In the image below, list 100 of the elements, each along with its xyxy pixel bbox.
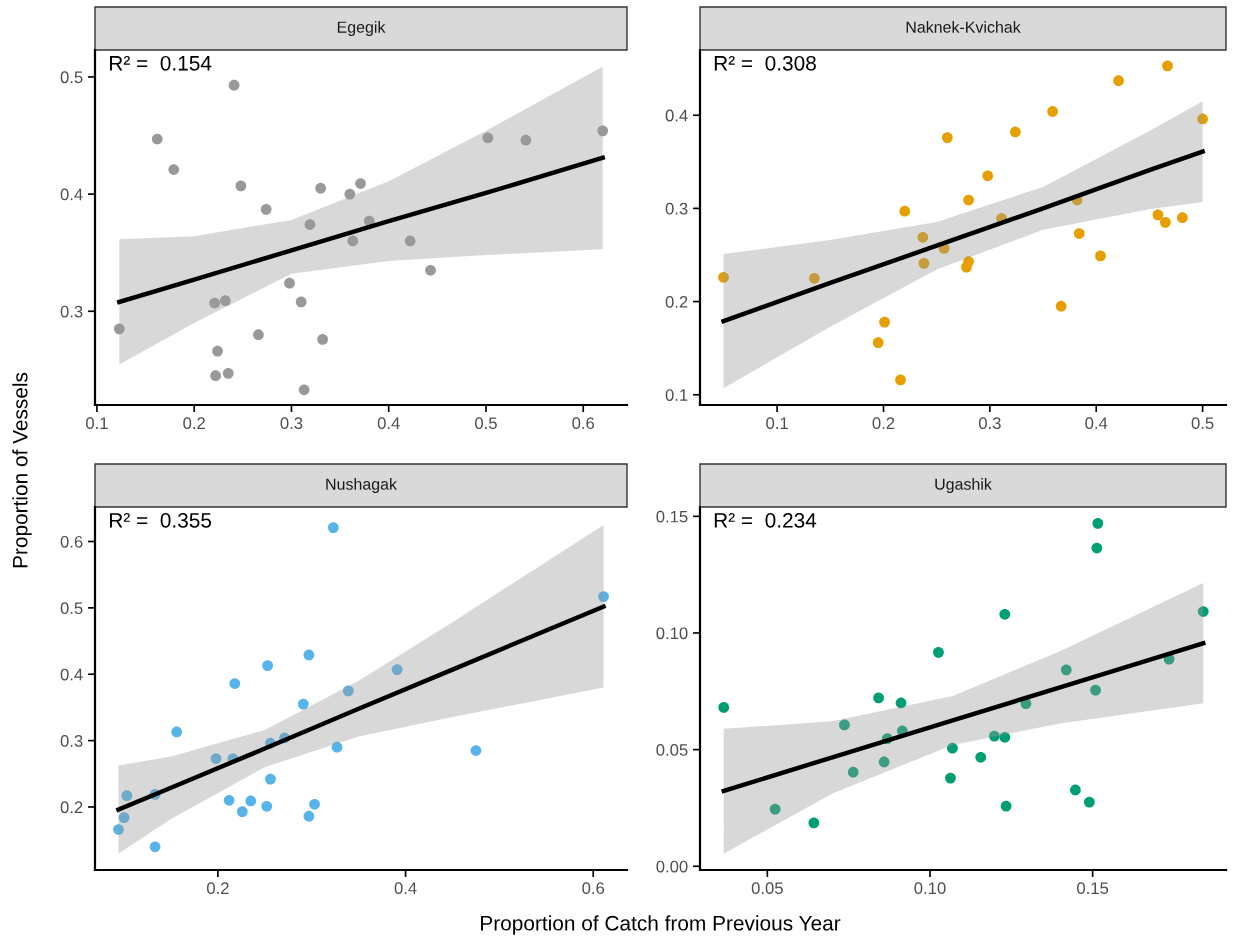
point	[261, 800, 273, 812]
point	[1047, 106, 1058, 117]
y-axis-title: Proportion of Vessels	[12, 372, 32, 568]
point	[1060, 664, 1072, 676]
y-tick-label: 0.3	[60, 735, 83, 747]
point	[1162, 60, 1173, 72]
point	[947, 742, 958, 754]
point	[839, 719, 850, 731]
line-series	[116, 604, 606, 812]
point	[895, 697, 907, 709]
point	[344, 188, 356, 200]
x-tick-label: 0.4	[377, 417, 400, 430]
point	[331, 741, 343, 753]
point	[1055, 300, 1067, 312]
point	[171, 726, 183, 738]
y-tick-label: 0.05	[656, 744, 688, 756]
point	[1010, 126, 1021, 138]
point	[149, 841, 161, 853]
point	[222, 367, 234, 379]
x-tick-label: 0.2	[872, 417, 895, 430]
x-tick-label: 0.10	[914, 882, 946, 895]
point	[982, 170, 994, 182]
point	[253, 329, 264, 341]
point	[297, 698, 309, 710]
x-tick-label: 0.1	[86, 417, 108, 430]
y-tick-label: 0.5	[60, 71, 83, 84]
x-tick-label: 0.05	[751, 882, 783, 895]
y-tick-label: 0.1	[665, 389, 688, 401]
point	[873, 692, 884, 704]
point	[219, 295, 231, 307]
x-tick-label: 0.5	[475, 417, 497, 430]
y-tick-label: 0.3	[665, 202, 688, 215]
point	[260, 203, 272, 215]
point	[303, 649, 315, 661]
point	[327, 522, 339, 533]
annotation: R² = 0.308	[714, 55, 816, 71]
x-tick-label: 0.2	[206, 882, 229, 895]
point	[1197, 113, 1208, 125]
x-tick-label: 0.3	[280, 417, 303, 430]
point	[1152, 209, 1164, 221]
point	[113, 323, 125, 335]
point	[718, 702, 730, 713]
point	[404, 235, 416, 247]
x-tick-label: 0.6	[582, 882, 605, 895]
y-tick-label: 0.2	[60, 801, 83, 814]
point	[236, 806, 248, 817]
point	[1073, 228, 1085, 239]
annotation: R² = 0.234	[714, 513, 817, 528]
point	[425, 264, 436, 276]
point	[228, 79, 240, 91]
point	[1000, 800, 1012, 812]
point	[598, 591, 609, 602]
point	[317, 334, 328, 345]
point	[209, 297, 221, 309]
point	[245, 795, 257, 807]
point	[1070, 784, 1081, 796]
chart-title: Ugashik	[935, 478, 992, 493]
point	[113, 824, 124, 835]
point	[718, 271, 729, 283]
point	[347, 235, 359, 247]
point	[895, 374, 906, 386]
point	[229, 678, 241, 689]
x-tick-label: 0.4	[394, 882, 417, 895]
y-tick-label: 0.4	[60, 188, 83, 201]
point	[999, 731, 1011, 743]
point	[223, 794, 235, 806]
point	[212, 345, 223, 357]
point	[284, 277, 295, 289]
y-tick-label: 0.00	[656, 860, 688, 873]
point	[975, 751, 987, 763]
annotation: R² = 0.355	[110, 513, 212, 528]
point	[808, 817, 820, 829]
point	[933, 646, 944, 658]
x-tick-label: 0.1	[766, 417, 788, 430]
point	[1095, 250, 1106, 262]
point	[808, 272, 820, 284]
point	[235, 180, 247, 192]
x-axis-title: Proportion of Catch from Previous Year	[481, 915, 841, 935]
point	[1113, 75, 1124, 87]
point	[1092, 517, 1104, 529]
point	[597, 125, 609, 137]
point	[295, 296, 307, 308]
y-tick-label: 0.4	[60, 668, 83, 681]
y-tick-label: 0.3	[60, 305, 83, 318]
x-tick-label: 0.6	[572, 417, 595, 430]
point	[482, 132, 494, 144]
point	[769, 803, 781, 815]
point	[118, 812, 130, 823]
point	[963, 194, 974, 206]
point	[168, 164, 180, 175]
point	[1177, 212, 1188, 224]
x-tick-label: 0.4	[1085, 417, 1108, 430]
line-series	[117, 155, 605, 305]
point	[1159, 217, 1171, 228]
point	[262, 660, 274, 671]
y-tick-label: 0.4	[665, 109, 688, 122]
point	[918, 257, 930, 269]
x-tick-label: 0.2	[183, 417, 205, 430]
y-tick-label: 0.2	[665, 295, 688, 308]
y-tick-label: 0.5	[60, 602, 83, 615]
